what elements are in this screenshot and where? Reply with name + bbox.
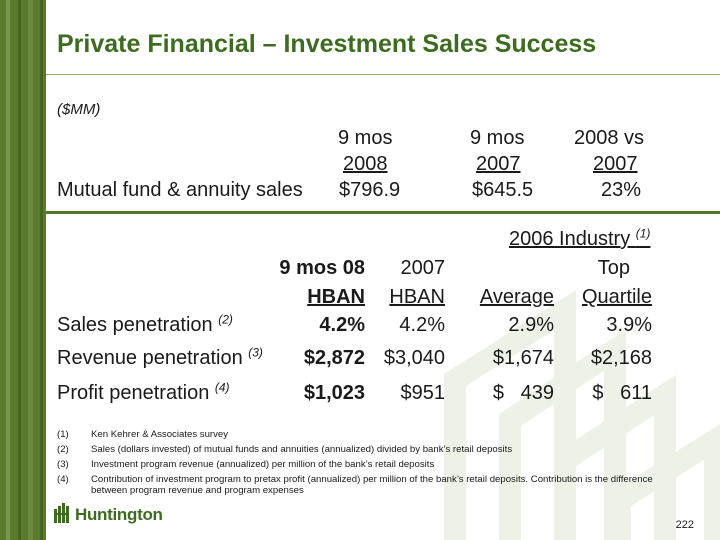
units-label: ($MM) [57, 101, 101, 118]
page-number: 222 [675, 519, 694, 531]
top-header-3-line1: 2008 vs [574, 127, 645, 149]
revenue-penetration-top-quartile: $2,168 [590, 347, 652, 369]
top-header-2-line1: 9 mos [470, 127, 525, 149]
huntington-logo-text: Huntington [75, 505, 163, 524]
col-header-average: Average [479, 286, 554, 308]
page-title: Private Financial – Investment Sales Suc… [57, 30, 597, 58]
col-header-hban-2008: HBAN [307, 286, 365, 308]
col-header-quartile: Quartile [581, 286, 652, 308]
mutual-fund-change: 23% [601, 179, 642, 201]
huntington-logo-icon [54, 503, 69, 523]
profit-penetration-hban-2008: $1,023 [303, 382, 365, 404]
revenue-penetration-label: Revenue penetration (3) [57, 345, 263, 369]
revenue-penetration-hban-2007: $3,040 [383, 347, 445, 369]
sales-penetration-label: Sales penetration (2) [57, 312, 233, 336]
sales-penetration-average: 2.9% [508, 314, 554, 336]
top-header-2-line2: 2007 [476, 153, 521, 175]
industry-header: 2006 Industry (1) [509, 226, 651, 250]
profit-penetration-top-quartile: $ 611 [592, 382, 652, 404]
mutual-fund-value-2007: $645.5 [472, 179, 534, 201]
profit-penetration-hban-2007: $951 [400, 382, 446, 404]
footnote-3-num: (3) [57, 459, 69, 470]
top-header-3-line2: 2007 [593, 153, 638, 175]
top-header-1-line2: 2008 [343, 153, 388, 175]
industry-footnote-ref: (1) [635, 226, 651, 241]
footnote-1-text: Ken Kehrer & Associates survey [91, 429, 229, 440]
mutual-fund-value-2008: $796.9 [339, 179, 401, 201]
col-header-top: Top [597, 257, 630, 279]
revenue-penetration-average: $1,674 [492, 347, 554, 369]
footnote-1-num: (1) [57, 429, 69, 440]
footnote-4-text: Contribution of investment program to pr… [91, 474, 653, 485]
footnote-4-text-cont: between program revenue and program expe… [91, 485, 304, 496]
profit-penetration-average: $ 439 [492, 382, 554, 404]
section-divider [46, 211, 720, 214]
footnote-2-text: Sales (dollars invested) of mutual funds… [91, 444, 513, 455]
left-stripe-band [0, 0, 46, 540]
mutual-fund-row-label: Mutual fund & annuity sales [57, 179, 303, 201]
title-rule [46, 74, 720, 75]
profit-penetration-label: Profit penetration (4) [57, 380, 230, 404]
revenue-penetration-hban-2008: $2,872 [303, 347, 365, 369]
col-header-2007: 2007 [400, 257, 446, 279]
sales-penetration-hban-2007: 4.2% [399, 314, 445, 336]
sales-penetration-top-quartile: 3.9% [606, 314, 652, 336]
col-header-9mos08: 9 mos 08 [279, 257, 365, 279]
top-header-1-line1: 9 mos [338, 127, 393, 149]
footnote-3-text: Investment program revenue (annualized) … [91, 459, 435, 470]
building-watermark [444, 289, 720, 540]
footnote-2-num: (2) [57, 444, 69, 455]
sales-penetration-hban-2008: 4.2% [319, 314, 365, 336]
col-header-hban-2007: HBAN [389, 286, 445, 308]
footnote-4-num: (4) [57, 474, 69, 485]
